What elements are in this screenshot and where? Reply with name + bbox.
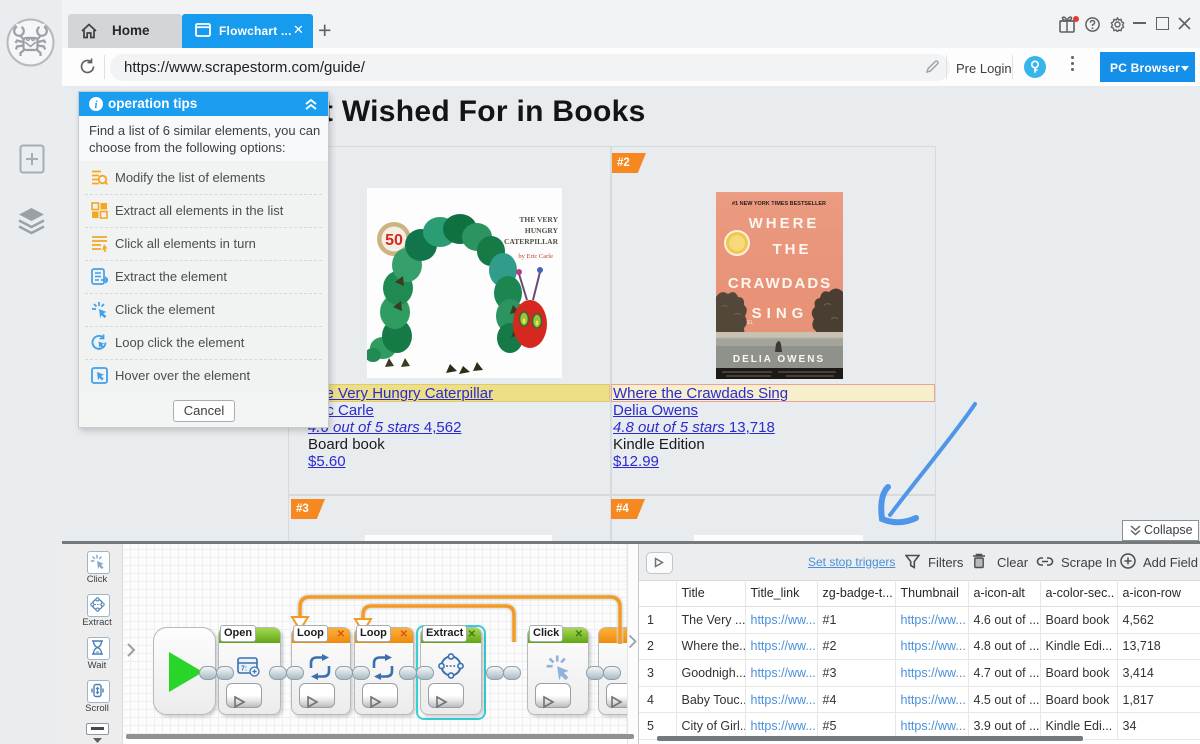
svg-text:50: 50 (385, 232, 403, 249)
svg-text:CRAWDADS: CRAWDADS (728, 275, 832, 292)
svg-text:CATERPILLAR: CATERPILLAR (504, 237, 559, 246)
svg-text:SING: SING (752, 305, 809, 322)
svg-text:HUNGRY: HUNGRY (525, 226, 559, 235)
svg-text:7:: 7: (241, 666, 247, 673)
svg-text:DELIA OWENS: DELIA OWENS (733, 354, 825, 365)
svg-text:i: i (94, 99, 98, 111)
svg-text:by Eric Carle: by Eric Carle (518, 253, 553, 260)
svg-text:THE VERY: THE VERY (519, 215, 558, 224)
svg-text:#1 NEW YORK TIMES BESTSELLER: #1 NEW YORK TIMES BESTSELLER (732, 201, 826, 207)
svg-text:THE: THE (773, 241, 812, 258)
svg-text:WHERE: WHERE (749, 215, 820, 232)
